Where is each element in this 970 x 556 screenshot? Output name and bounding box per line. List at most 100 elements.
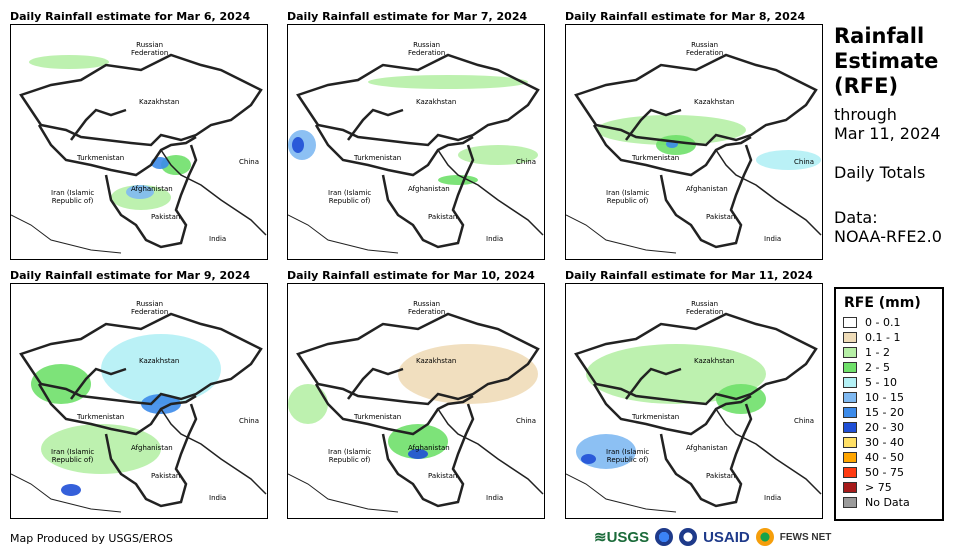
legend-swatch [843,482,857,493]
legend-item: 0.1 - 1 [843,330,942,345]
border-line [715,408,822,495]
map-canvas [288,53,544,254]
rain-area [368,75,528,89]
border-line [592,124,752,177]
border-line [160,408,267,495]
legend-label: 5 - 10 [865,376,897,389]
map-label-russia: Russian Federation [131,300,169,316]
legend-label: 20 - 30 [865,421,904,434]
border-line [314,383,474,436]
legend-swatch [843,392,857,403]
rain-area [408,449,428,459]
map-label-china: China [794,417,814,425]
border-line [437,149,544,236]
map-label-russia: Russian Federation [131,41,169,57]
legend-swatch [843,422,857,433]
map-label-pakistan: Pakistan [428,213,458,221]
legend-item: No Data [843,495,942,510]
border-line [592,383,752,436]
partner-logos: ≋USGS USAID FEWS NET [594,528,831,546]
map-label-afghanistan: Afghanistan [408,444,450,452]
map-label-russia: Russian Federation [686,300,724,316]
border-line [314,124,474,177]
map-label-kazakhstan: Kazakhstan [694,98,735,106]
map-label-turkmenistan: Turkmenistan [354,413,402,421]
coastline [11,214,122,254]
map-canvas [11,312,267,513]
map-label-india: India [764,235,782,243]
map-label-india: India [764,494,782,502]
map-label-turkmenistan: Turkmenistan [354,154,402,162]
border-line [70,367,127,400]
legend-swatch [843,377,857,388]
map-label-india: India [209,494,227,502]
legend-label: 15 - 20 [865,406,904,419]
map-label-turkmenistan: Turkmenistan [77,413,125,421]
map-label-iran: Iran (Islamic Republic of) [51,189,95,205]
map-label-iran: Iran (Islamic Republic of) [606,189,650,205]
rainfall-map: Russian Federation Kazakhstan Turkmenistan C… [287,283,545,519]
rainfall-map: Russian Federation Kazakhstan Turkmenistan C… [10,24,268,260]
border-line [659,144,753,249]
rain-area [29,55,109,69]
map-label-russia: Russian Federation [686,41,724,57]
legend-label: 1 - 2 [865,346,890,359]
map-canvas [288,312,544,513]
rain-area [586,344,766,404]
map-label-china: China [239,158,259,166]
region-outline [19,312,263,406]
rain-area [61,484,81,496]
coastline [566,473,677,513]
map-label-pakistan: Pakistan [151,472,181,480]
map-label-iran: Iran (Islamic Republic of) [51,448,95,464]
map-label-china: China [794,158,814,166]
region-outline [574,312,818,406]
rain-area [101,334,221,404]
legend-swatch [843,362,857,373]
rain-area [141,394,181,414]
title-line-3: (RFE) [834,74,899,98]
legend-label: 40 - 50 [865,451,904,464]
map-label-afghanistan: Afghanistan [686,185,728,193]
rain-area [41,424,161,474]
border-line [70,108,127,141]
panel-title: Daily Rainfall estimate for Mar 10, 2024 [287,269,535,282]
region-outline [574,53,818,147]
panel-title: Daily Rainfall estimate for Mar 9, 2024 [10,269,251,282]
rainfall-map: Russian Federation Kazakhstan Turkmenistan C… [565,283,823,519]
legend-swatch [843,452,857,463]
legend-label: > 75 [865,481,892,494]
border-line [625,108,682,141]
map-label-afghanistan: Afghanistan [131,185,173,193]
rain-area [438,175,478,185]
map-label-india: India [209,235,227,243]
rain-area [581,454,596,464]
legend-item: 15 - 20 [843,405,942,420]
border-line [715,149,822,236]
legend-swatch [843,437,857,448]
legend-label: 10 - 15 [865,391,904,404]
coastline [11,473,122,513]
region-outline [296,53,540,147]
rain-area [458,145,538,165]
legend-label: 30 - 40 [865,436,904,449]
panel-title: Daily Rainfall estimate for Mar 11, 2024 [565,269,813,282]
legend-label: 50 - 75 [865,466,904,479]
fews-net-icon [755,528,774,546]
map-title-block: Rainfall Estimate (RFE) through Mar 11, … [834,24,964,246]
border-line [625,367,682,400]
border-line [37,124,197,177]
map-label-pakistan: Pakistan [151,213,181,221]
legend-swatch [843,332,857,343]
title-line-2: Estimate [834,49,939,73]
map-label-china: China [239,417,259,425]
rainfall-map: Russian Federation Kazakhstan Turkmenistan C… [565,24,823,260]
border-line [347,367,404,400]
map-label-russia: Russian Federation [408,41,446,57]
rain-area [292,137,304,153]
map-label-pakistan: Pakistan [706,472,736,480]
map-label-turkmenistan: Turkmenistan [632,413,680,421]
data-label: Data: [834,208,878,227]
legend-item: > 75 [843,480,942,495]
legend-item: 40 - 50 [843,450,942,465]
